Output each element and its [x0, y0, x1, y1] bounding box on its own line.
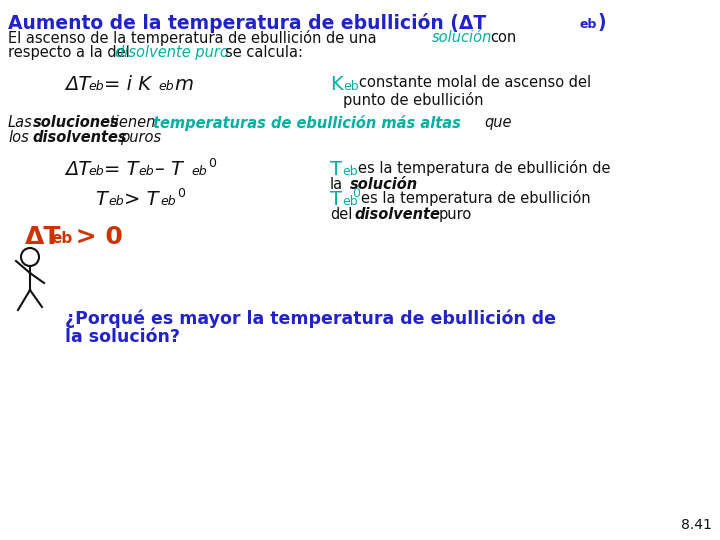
- Text: que: que: [484, 115, 511, 130]
- Text: eb: eb: [88, 165, 104, 178]
- Text: Las: Las: [8, 115, 32, 130]
- Text: eb: eb: [158, 80, 174, 93]
- Text: los: los: [8, 130, 29, 145]
- Text: ¿Porqué es mayor la temperatura de ebullición de: ¿Porqué es mayor la temperatura de ebull…: [65, 310, 556, 328]
- Text: T: T: [95, 190, 107, 209]
- Text: solución: solución: [432, 30, 492, 45]
- Text: eb: eb: [108, 195, 124, 208]
- Text: K: K: [330, 75, 343, 94]
- Text: 8.41: 8.41: [681, 518, 712, 532]
- Text: ΔT: ΔT: [65, 160, 90, 179]
- Text: tienen: tienen: [109, 115, 156, 130]
- Text: puros: puros: [120, 130, 161, 145]
- Text: 0: 0: [177, 187, 185, 200]
- Text: punto de ebullición: punto de ebullición: [343, 92, 484, 108]
- Text: T: T: [330, 190, 342, 209]
- Text: con: con: [490, 30, 516, 45]
- Text: – T: – T: [155, 160, 183, 179]
- Text: 0: 0: [208, 157, 216, 170]
- Text: eb: eb: [51, 231, 72, 246]
- Text: ΔT: ΔT: [65, 75, 90, 94]
- Text: eb: eb: [342, 195, 358, 208]
- Text: del: del: [330, 207, 352, 222]
- Text: temperaturas de ebullición más altas: temperaturas de ebullición más altas: [153, 115, 461, 131]
- Text: = T: = T: [104, 160, 138, 179]
- Text: = i K: = i K: [104, 75, 151, 94]
- Text: m: m: [174, 75, 193, 94]
- Text: soluciones: soluciones: [33, 115, 120, 130]
- Text: disolventes: disolventes: [32, 130, 127, 145]
- Text: disolvente: disolvente: [354, 207, 440, 222]
- Text: > T: > T: [124, 190, 158, 209]
- Text: se calcula:: se calcula:: [225, 45, 303, 60]
- Text: puro: puro: [439, 207, 472, 222]
- Text: eb: eb: [191, 165, 207, 178]
- Text: 0: 0: [352, 187, 360, 200]
- Text: ): ): [597, 13, 606, 32]
- Text: eb: eb: [580, 18, 598, 31]
- Text: disolvente puro: disolvente puro: [115, 45, 229, 60]
- Text: eb: eb: [88, 80, 104, 93]
- Text: la solución?: la solución?: [65, 328, 180, 346]
- Text: El ascenso de la temperatura de ebullición de una: El ascenso de la temperatura de ebullici…: [8, 30, 377, 46]
- Text: eb: eb: [138, 165, 153, 178]
- Text: constante molal de ascenso del: constante molal de ascenso del: [359, 75, 591, 90]
- Text: la: la: [330, 177, 343, 192]
- Text: solución: solución: [350, 177, 418, 192]
- Text: > 0: > 0: [67, 225, 123, 249]
- Text: ΔT: ΔT: [25, 225, 61, 249]
- Text: es la temperatura de ebullición: es la temperatura de ebullición: [361, 190, 590, 206]
- Text: respecto a la del: respecto a la del: [8, 45, 130, 60]
- Text: es la temperatura de ebullición de: es la temperatura de ebullición de: [358, 160, 611, 176]
- Text: eb: eb: [343, 80, 359, 93]
- Text: eb: eb: [342, 165, 358, 178]
- Text: Aumento de la temperatura de ebullición (ΔT: Aumento de la temperatura de ebullición …: [8, 13, 486, 33]
- Text: eb: eb: [160, 195, 176, 208]
- Text: T: T: [330, 160, 342, 179]
